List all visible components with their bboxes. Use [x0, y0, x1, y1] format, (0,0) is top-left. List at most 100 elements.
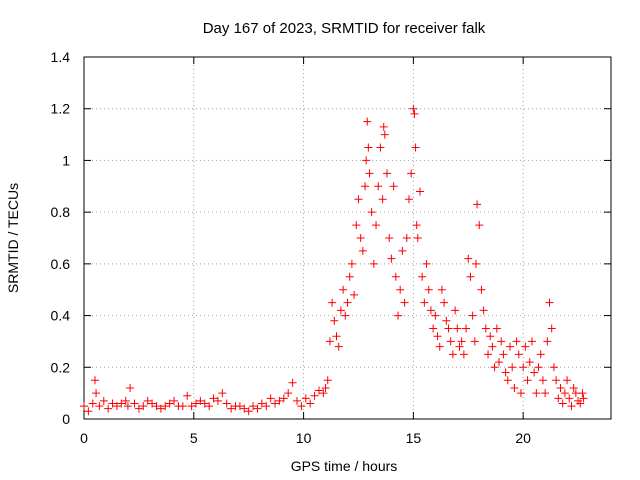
data-point: [453, 324, 462, 333]
data-point: [484, 350, 493, 359]
data-point: [130, 399, 139, 408]
data-point: [444, 324, 453, 333]
data-point: [400, 298, 409, 307]
data-point: [579, 394, 588, 403]
grid: [84, 57, 611, 419]
data-point: [343, 298, 352, 307]
data-point: [424, 285, 433, 294]
data-point: [523, 376, 532, 385]
data-point: [389, 182, 398, 191]
data-point: [488, 342, 497, 351]
data-point: [532, 389, 541, 398]
data-point: [556, 383, 565, 392]
data-point: [536, 350, 545, 359]
data-point: [134, 404, 143, 413]
data-point: [541, 389, 550, 398]
data-point: [396, 285, 405, 294]
data-point: [376, 143, 385, 152]
data-point: [361, 182, 370, 191]
data-point: [578, 389, 587, 398]
data-point: [372, 221, 381, 230]
data-point: [379, 122, 388, 131]
data-point: [323, 376, 332, 385]
data-point: [266, 394, 275, 403]
data-point: [271, 399, 280, 408]
data-point: [99, 396, 108, 405]
data-point: [222, 399, 231, 408]
data-point: [415, 187, 424, 196]
data-point: [183, 391, 192, 400]
data-point: [170, 396, 179, 405]
x-tick-label: 20: [515, 430, 531, 446]
data-point: [165, 399, 174, 408]
data-point: [306, 399, 315, 408]
data-point: [418, 272, 427, 281]
data-point: [257, 399, 266, 408]
data-point: [412, 221, 421, 230]
data-point: [362, 156, 371, 165]
data-point: [253, 404, 262, 413]
data-point: [576, 399, 585, 408]
data-point: [451, 306, 460, 315]
data-point: [200, 399, 209, 408]
data-point: [569, 383, 578, 392]
data-points: [80, 104, 588, 416]
data-point: [121, 396, 130, 405]
data-point: [413, 234, 422, 242]
data-point: [455, 342, 464, 351]
data-point: [448, 350, 457, 359]
data-point: [328, 298, 337, 307]
data-point: [347, 259, 356, 268]
data-point: [394, 311, 403, 320]
data-point: [350, 290, 359, 299]
data-point: [92, 389, 101, 398]
x-tick-label: 10: [296, 430, 312, 446]
data-point: [336, 306, 345, 315]
data-point: [473, 200, 482, 209]
data-point: [514, 350, 523, 359]
data-point: [240, 404, 249, 413]
data-point: [367, 208, 376, 217]
data-point: [292, 396, 301, 405]
data-point: [358, 246, 367, 255]
data-point: [213, 396, 222, 405]
data-point: [325, 337, 334, 346]
x-axis-label: GPS time / hours: [291, 458, 398, 474]
axis-ticks: 0 0.2 0.4 0.6 0.8 1 1.2 1.4 0 5 10 15 20: [51, 49, 611, 446]
data-point: [187, 402, 196, 411]
y-tick-label: 0.6: [51, 256, 71, 272]
data-point: [492, 324, 501, 333]
data-point: [235, 402, 244, 411]
data-point: [383, 169, 392, 178]
data-point: [391, 272, 400, 281]
data-point: [191, 399, 200, 408]
data-point: [429, 324, 438, 333]
data-point: [521, 342, 530, 351]
data-point: [284, 389, 293, 398]
data-point: [112, 402, 121, 411]
data-point: [339, 285, 348, 294]
data-point: [508, 363, 517, 372]
data-point: [84, 407, 93, 416]
data-point: [407, 169, 416, 178]
data-point: [464, 254, 473, 263]
data-point: [457, 337, 466, 346]
data-point: [475, 221, 484, 230]
data-point: [516, 389, 525, 398]
data-point: [503, 376, 512, 385]
data-point: [90, 376, 99, 385]
data-point: [321, 383, 330, 392]
y-tick-label: 1.4: [51, 49, 71, 65]
data-point: [209, 394, 218, 403]
data-point: [435, 342, 444, 351]
data-point: [558, 399, 567, 408]
data-point: [567, 402, 576, 411]
data-point: [341, 311, 350, 320]
data-point: [510, 383, 519, 392]
y-tick-label: 0: [62, 411, 70, 427]
data-point: [499, 350, 508, 359]
data-point: [288, 378, 297, 387]
data-point: [161, 402, 170, 411]
data-point: [481, 324, 490, 333]
plot-frame: [83, 56, 612, 420]
